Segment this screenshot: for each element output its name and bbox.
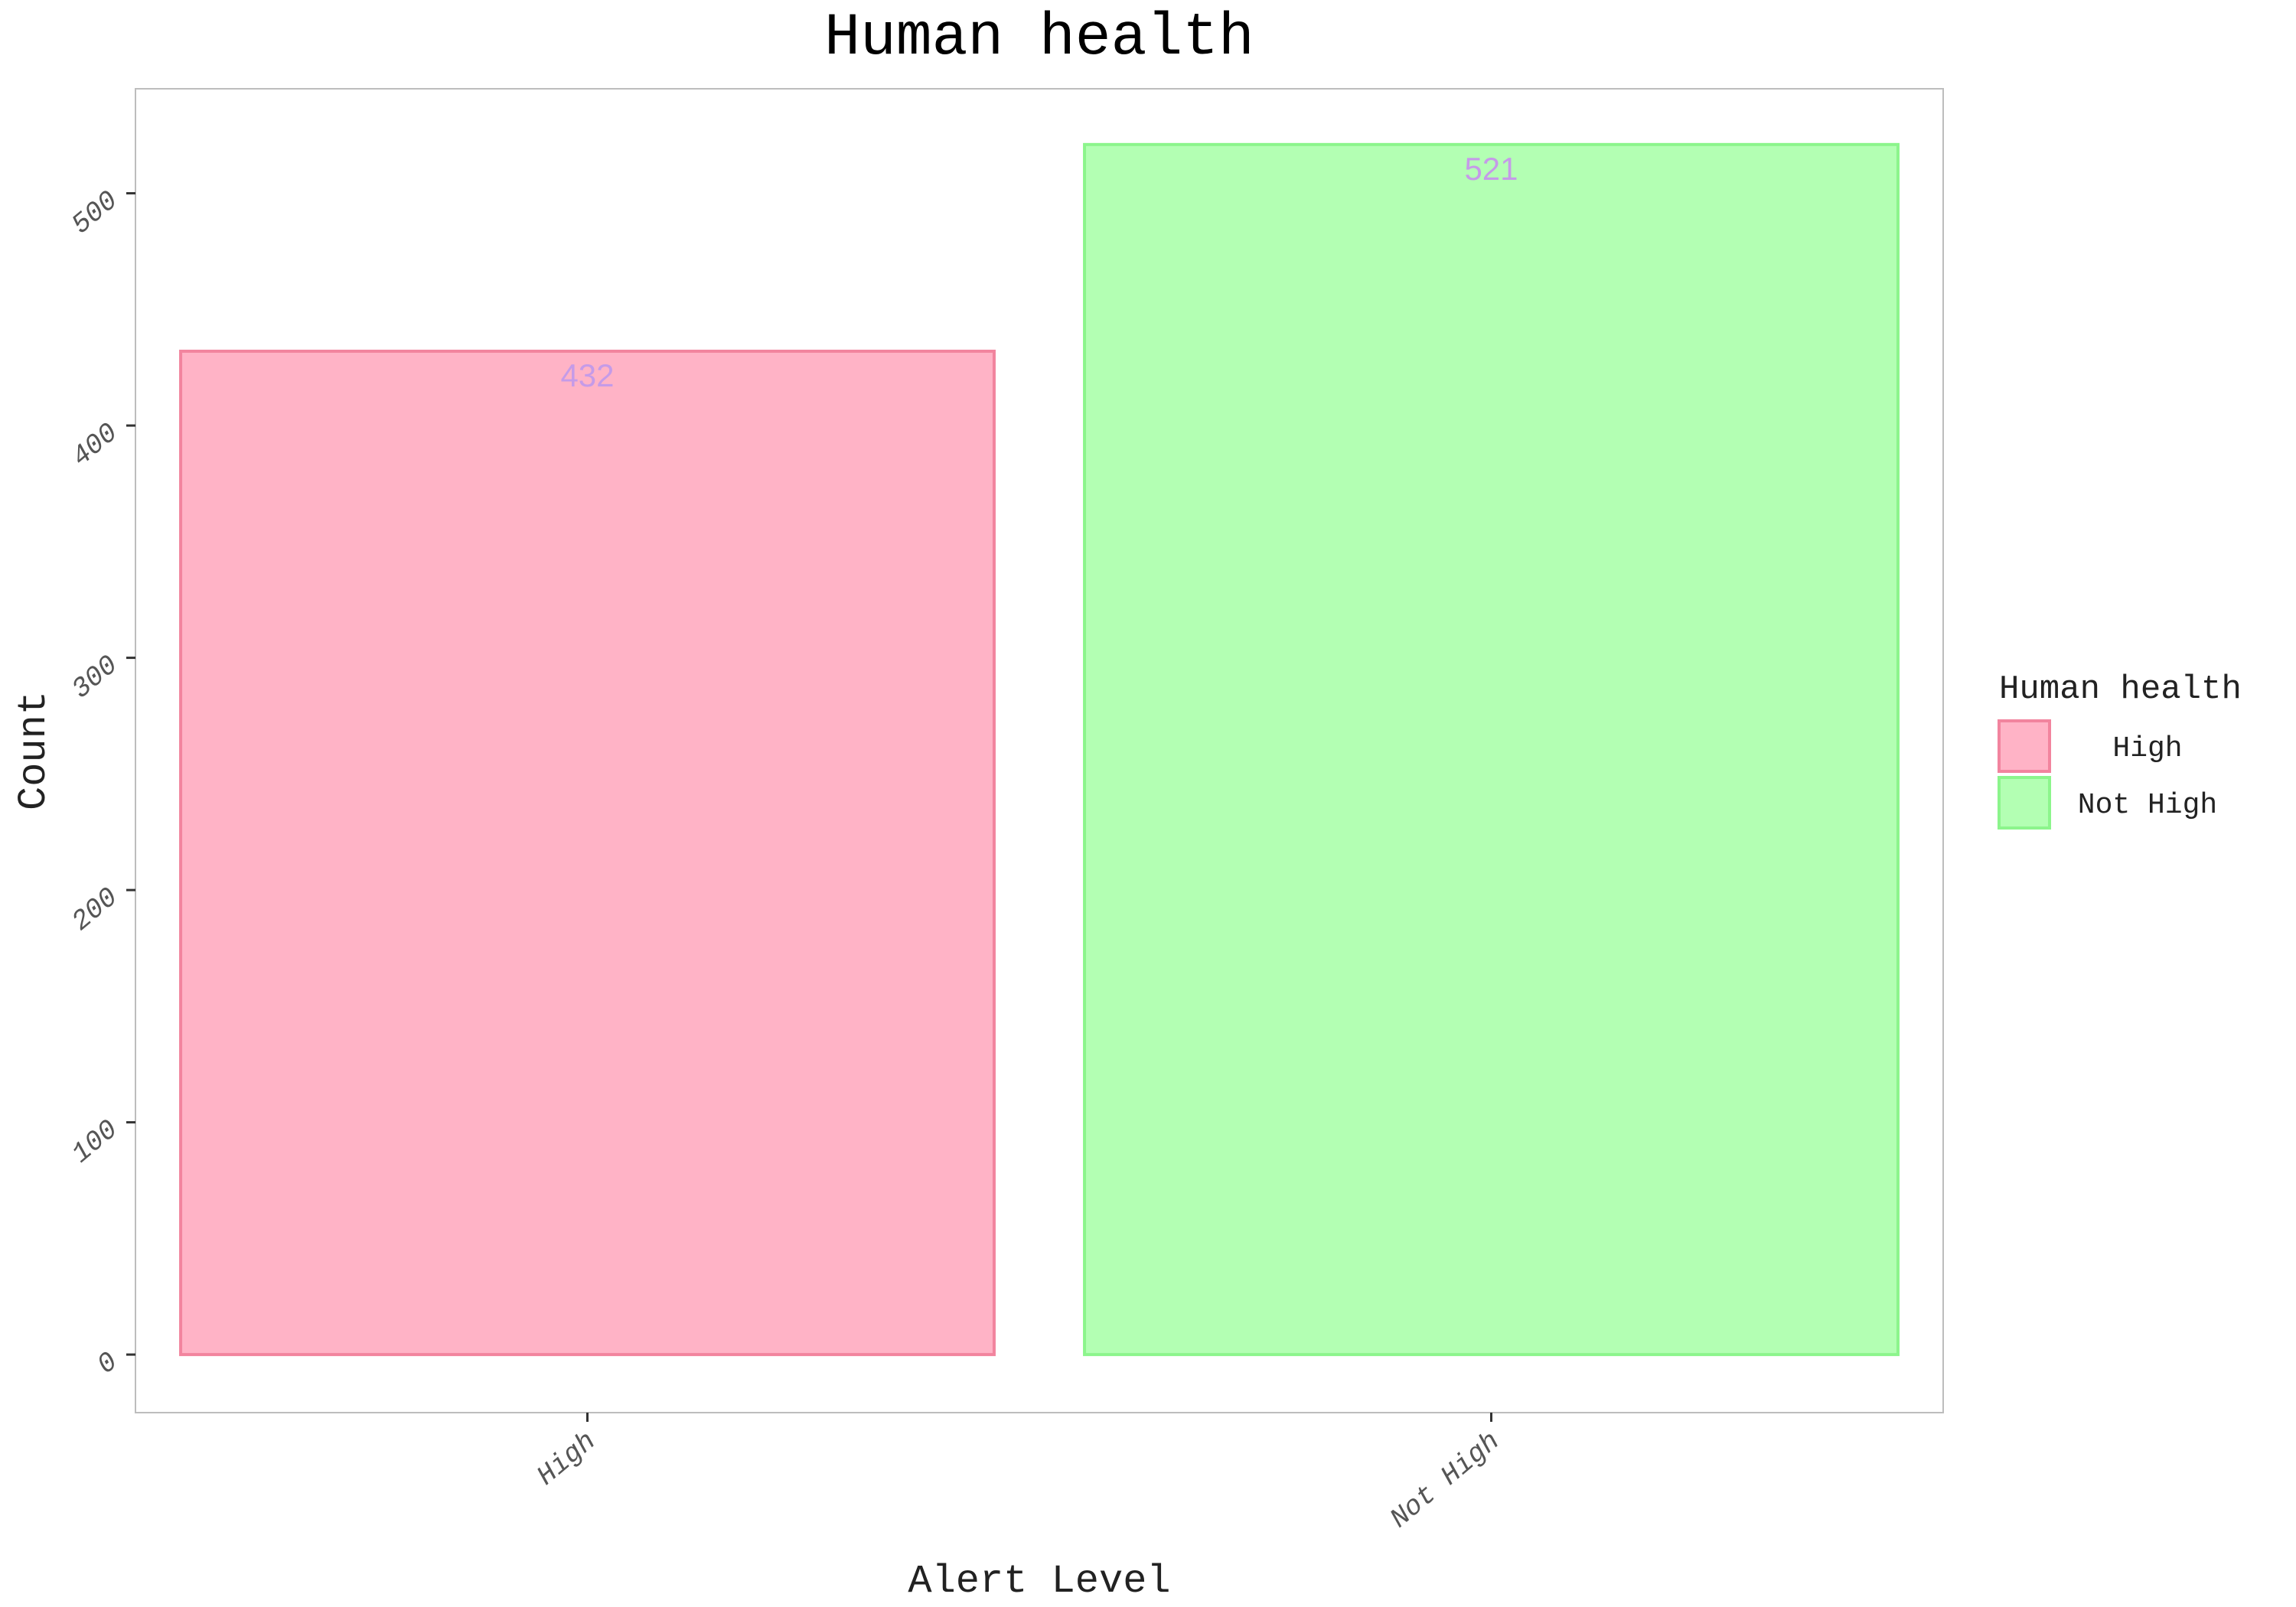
legend-title: Human health (1999, 670, 2242, 709)
legend-label: High (2112, 732, 2182, 765)
data-labels: 432 521 (560, 151, 1518, 393)
legend-label: Not High (2078, 789, 2217, 822)
legend-key (1998, 776, 2051, 830)
bar-high (179, 349, 996, 1357)
x-axis-title: Alert Level (908, 1559, 1170, 1604)
chart-title: Human health (824, 5, 1254, 72)
y-axis-title: Count (11, 691, 57, 810)
bars (179, 142, 1900, 1357)
legend: Human health High Not High (1998, 670, 2242, 830)
legend-key (1998, 719, 2051, 773)
data-label: 432 (560, 357, 614, 393)
bar-not-high (1083, 142, 1900, 1357)
data-label: 521 (1464, 151, 1518, 187)
